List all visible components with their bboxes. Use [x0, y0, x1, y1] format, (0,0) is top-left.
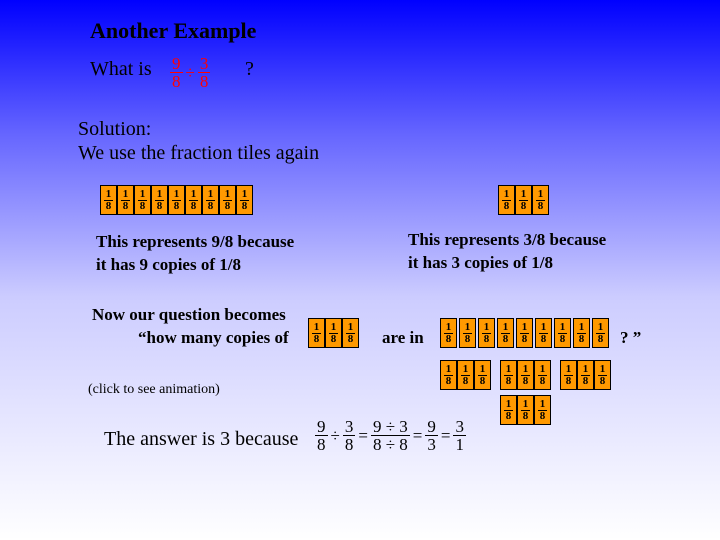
solution-label: Solution: [78, 118, 151, 141]
fraction-tile: 18 [516, 318, 533, 348]
rep3-line1: This represents 3/8 because [408, 230, 606, 250]
fraction-tile: 18 [497, 318, 514, 348]
fraction-tile: 18 [134, 185, 151, 215]
fraction-tile: 18 [440, 318, 457, 348]
fraction-tile: 18 [534, 395, 551, 425]
fraction-tile: 18 [219, 185, 236, 215]
answer-expression: 98 ÷ 38 = 9 ÷ 3 8 ÷ 8 = 93 = 31 [315, 418, 466, 453]
fraction-tile: 18 [308, 318, 325, 348]
fraction-tile: 18 [535, 318, 552, 348]
fraction-tile: 18 [459, 318, 476, 348]
tiles-group-c: 181818 [560, 360, 611, 390]
fraction-tile: 18 [457, 360, 474, 390]
tiles-9-row: 181818181818181818 [100, 185, 253, 215]
fraction-tile: 18 [151, 185, 168, 215]
fraction-tile: 18 [500, 360, 517, 390]
fraction-tile: 18 [474, 360, 491, 390]
fraction-tile: 18 [117, 185, 134, 215]
qmark-end: ? ” [620, 328, 641, 348]
answer-text: The answer is 3 because [104, 428, 298, 451]
fraction-tile: 18 [517, 395, 534, 425]
fraction-tile: 18 [594, 360, 611, 390]
now-line1: Now our question becomes [92, 305, 286, 325]
fraction-tile: 18 [325, 318, 342, 348]
tiles-group-b: 181818 [500, 360, 551, 390]
fraction-tile: 18 [554, 318, 571, 348]
solution-text: We use the fraction tiles again [78, 142, 319, 165]
tiles-3-row: 181818 [498, 185, 549, 215]
fraction-tile: 18 [592, 318, 609, 348]
fraction-tile: 18 [202, 185, 219, 215]
fraction-tile: 18 [515, 185, 532, 215]
fraction-tile: 18 [532, 185, 549, 215]
question-prefix: What is [90, 58, 152, 81]
fraction-tile: 18 [577, 360, 594, 390]
arein-text: are in [382, 328, 424, 348]
rep9-line1: This represents 9/8 because [96, 232, 294, 252]
page-title: Another Example [90, 18, 256, 44]
fraction-tile: 18 [573, 318, 590, 348]
rep3-line2: it has 3 copies of 1/8 [408, 253, 553, 273]
question-expression: 98 ÷ 38 [170, 55, 210, 90]
fraction-tile: 18 [440, 360, 457, 390]
tiles-group-a: 181818 [440, 360, 491, 390]
fraction-tile: 18 [236, 185, 253, 215]
fraction-tile: 18 [100, 185, 117, 215]
tiles-3-small: 181818 [308, 318, 359, 348]
tiles-9-small: 181818181818181818 [440, 318, 611, 348]
fraction-tile: 18 [168, 185, 185, 215]
fraction-tile: 18 [560, 360, 577, 390]
fraction-tile: 18 [342, 318, 359, 348]
rep9-line2: it has 9 copies of 1/8 [96, 255, 241, 275]
fraction-tile: 18 [500, 395, 517, 425]
click-hint[interactable]: (click to see animation) [88, 382, 220, 398]
tiles-group-d: 181818 [500, 395, 551, 425]
fraction-tile: 18 [534, 360, 551, 390]
fraction-tile: 18 [517, 360, 534, 390]
question-mark: ? [245, 58, 254, 81]
now-line2: “how many copies of [138, 328, 289, 348]
fraction-tile: 18 [498, 185, 515, 215]
fraction-tile: 18 [185, 185, 202, 215]
fraction-tile: 18 [478, 318, 495, 348]
